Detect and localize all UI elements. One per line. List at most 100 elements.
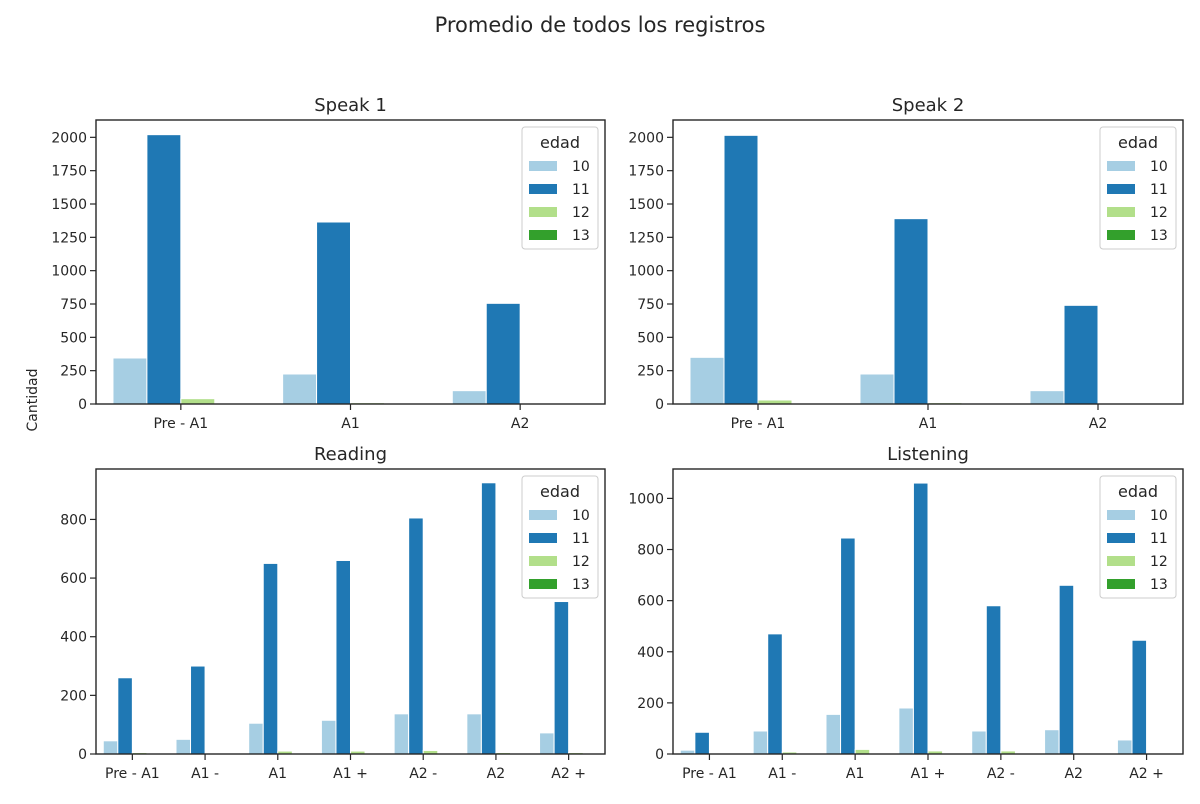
legend-title: edad: [540, 133, 580, 152]
legend: edad 10 11 12 13: [1099, 475, 1177, 599]
subplot-title: Reading: [314, 444, 387, 465]
y-tick-label: 1000: [628, 491, 664, 507]
y-tick-label: 200: [60, 688, 87, 704]
y-tick-label: 500: [637, 330, 664, 346]
bar: [971, 730, 987, 755]
y-tick-label: 1500: [628, 197, 664, 213]
x-tick-label: Pre - A1: [682, 766, 737, 782]
legend-label: 12: [572, 205, 590, 221]
bar: [408, 517, 424, 755]
y-tick-label: 1000: [628, 264, 664, 280]
bar: [1131, 639, 1148, 755]
bar: [335, 559, 352, 755]
figure-title: Promedio de todos los registros: [435, 13, 766, 37]
bar: [248, 722, 264, 755]
bar: [451, 390, 487, 405]
x-tick-label: Pre - A1: [153, 416, 208, 432]
legend-swatch: [529, 207, 557, 217]
y-tick-label: 1250: [51, 230, 87, 246]
y-tick-label: 400: [637, 645, 664, 661]
bar: [553, 601, 570, 755]
x-tick-label: A2: [511, 416, 529, 432]
bar: [893, 218, 929, 405]
subplot-title: Speak 1: [314, 95, 387, 116]
bar: [1063, 304, 1099, 405]
legend-title: edad: [1118, 482, 1158, 501]
bar: [912, 482, 929, 755]
y-tick-label: 200: [637, 696, 664, 712]
x-tick-label: A2 -: [409, 766, 437, 782]
y-tick-label: 0: [655, 397, 664, 413]
legend-label: 13: [572, 228, 590, 244]
subplot-2: Speak 2 0 250 500 750 1000 1250 1500 1750 2000 Pre…: [628, 95, 1184, 432]
y-tick-label: 750: [637, 297, 664, 313]
y-tick-label: 1500: [51, 197, 87, 213]
y-tick-label: 0: [78, 747, 87, 763]
legend-swatch: [1107, 184, 1135, 194]
bar: [1044, 729, 1060, 755]
legend-label: 10: [1150, 159, 1168, 175]
plot-frame: [672, 119, 1184, 405]
bar: [767, 633, 783, 755]
bar: [723, 134, 759, 405]
x-tick-label: A1 -: [768, 766, 796, 782]
legend-swatch: [1107, 230, 1135, 240]
bar: [146, 134, 182, 405]
y-axis-label: Cantidad: [25, 369, 41, 432]
legend-label: 13: [1150, 228, 1168, 244]
x-tick-label: A2 -: [987, 766, 1015, 782]
x-tick-label: A1: [919, 416, 937, 432]
bar: [175, 738, 192, 755]
legend-swatch: [529, 579, 557, 589]
legend-swatch: [1107, 207, 1135, 217]
subplot-title: Speak 2: [892, 95, 965, 116]
y-tick-label: 250: [60, 364, 87, 380]
bar: [859, 373, 895, 405]
legend-label: 10: [572, 508, 590, 524]
bar: [316, 221, 352, 405]
legend-swatch: [1107, 161, 1135, 171]
legend-label: 12: [1150, 554, 1168, 570]
legend-label: 13: [572, 577, 590, 593]
y-tick-label: 800: [60, 512, 87, 528]
x-tick-label: A1: [846, 766, 864, 782]
bar: [102, 740, 119, 755]
subplot-3: Reading 0 200 400 600 800 Pre - A1 A1 - A1 A1 + A2…: [60, 444, 606, 782]
bar: [694, 731, 710, 755]
x-tick-label: A2: [487, 766, 505, 782]
bar: [898, 707, 914, 755]
plot-frame: [672, 468, 1184, 755]
y-tick-label: 400: [60, 630, 87, 646]
x-tick-label: A1: [341, 416, 359, 432]
subplot-1: Speak 1 0 250 500 750 1000 1250 1500 1750 2000 Pre…: [51, 95, 606, 432]
legend-label: 11: [572, 182, 590, 198]
legend-swatch: [1107, 579, 1135, 589]
subplot-4: Listening 0 200 400 600 800 1000 Pre - A1 A1 - A1…: [628, 444, 1184, 782]
bar: [393, 713, 410, 755]
legend: edad 10 11 12 13: [521, 126, 599, 250]
x-tick-label: A2: [1089, 416, 1107, 432]
legend-swatch: [529, 161, 557, 171]
bar: [1029, 390, 1065, 405]
legend-label: 11: [1150, 182, 1168, 198]
bar: [539, 732, 555, 755]
bar: [1116, 739, 1133, 755]
x-tick-label: A1: [269, 766, 287, 782]
bar: [262, 562, 279, 755]
legend-label: 11: [1150, 531, 1168, 547]
x-tick-label: Pre - A1: [105, 766, 160, 782]
x-tick-label: A2 +: [551, 766, 586, 782]
legend-label: 12: [572, 554, 590, 570]
legend: edad 10 11 12 13: [1099, 126, 1177, 250]
bar: [485, 302, 521, 405]
legend-swatch: [529, 533, 557, 543]
legend-label: 13: [1150, 577, 1168, 593]
bar: [1058, 584, 1075, 755]
legend-swatch: [1107, 533, 1135, 543]
legend-title: edad: [540, 482, 580, 501]
bar: [282, 373, 318, 405]
legend-swatch: [529, 230, 557, 240]
legend-label: 11: [572, 531, 590, 547]
bar: [320, 719, 337, 755]
